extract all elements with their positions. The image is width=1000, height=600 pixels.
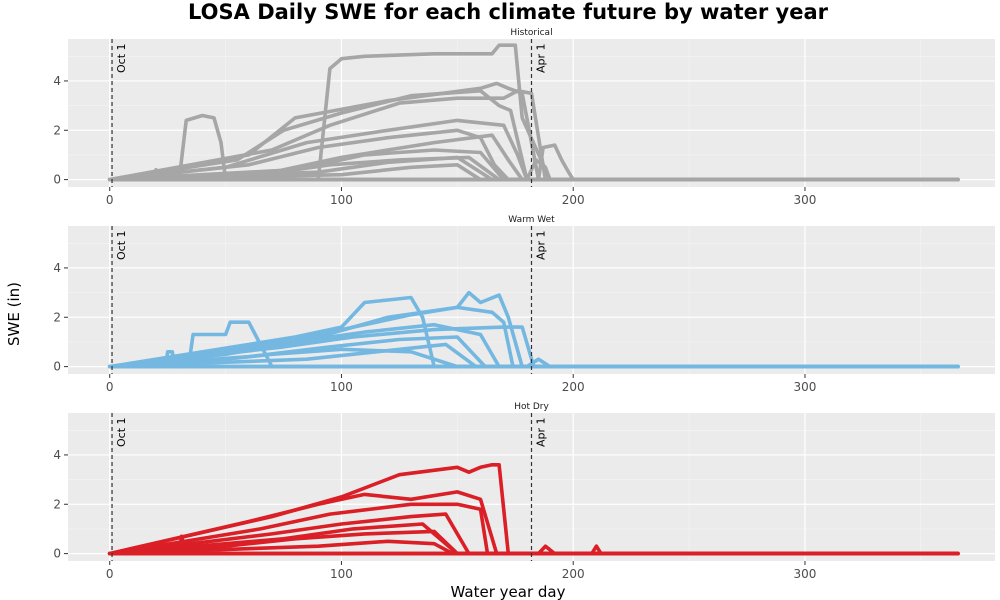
y-axis-title: SWE (in) xyxy=(5,282,23,346)
x-tick-label: 300 xyxy=(794,380,817,394)
series-line xyxy=(107,490,960,556)
y-tick-label: 0 xyxy=(53,173,61,187)
series-line xyxy=(107,322,960,369)
panel-strip-label: Warm Wet xyxy=(508,215,555,225)
series-line xyxy=(107,295,960,369)
reference-line-label: Apr 1 xyxy=(535,230,548,260)
series-line xyxy=(107,43,960,182)
x-tick-label: 200 xyxy=(562,380,585,394)
y-tick-label: 0 xyxy=(53,547,61,561)
y-tick-label: 4 xyxy=(53,448,61,462)
panel-strip-label: Hot Dry xyxy=(514,402,549,412)
reference-line-label: Apr 1 xyxy=(535,43,548,73)
reference-line-label: Oct 1 xyxy=(115,417,128,447)
y-tick-label: 2 xyxy=(53,123,61,137)
series-line xyxy=(107,89,960,182)
x-tick-label: 100 xyxy=(330,193,353,207)
x-tick-label: 300 xyxy=(794,193,817,207)
series-line xyxy=(107,502,960,556)
series-line xyxy=(107,305,960,369)
series-line xyxy=(107,357,960,369)
x-tick-label: 100 xyxy=(330,567,353,581)
panel-warm-wet: Warm Wet Oct 1 Apr 1 0 2 4 0 100 200 300 xyxy=(53,215,995,394)
x-tick-label: 300 xyxy=(794,567,817,581)
x-axis-title: Water year day xyxy=(451,583,566,600)
reference-line-label: Oct 1 xyxy=(115,43,128,73)
x-tick-label: 200 xyxy=(562,567,585,581)
series-line xyxy=(107,89,960,182)
x-tick-label: 0 xyxy=(106,380,114,394)
panel-hot-dry: Hot Dry Oct 1 Apr 1 0 2 4 0 100 200 300 xyxy=(53,402,995,581)
x-tick-label: 200 xyxy=(562,193,585,207)
reference-line-label: Apr 1 xyxy=(535,417,548,447)
chart-title: LOSA Daily SWE for each climate future b… xyxy=(188,0,829,24)
x-tick-label: 0 xyxy=(106,193,114,207)
reference-line-label: Oct 1 xyxy=(115,230,128,260)
series-line xyxy=(107,544,960,556)
y-tick-label: 4 xyxy=(53,261,61,275)
series-line xyxy=(107,167,960,182)
y-tick-label: 2 xyxy=(53,497,61,511)
x-tick-label: 0 xyxy=(106,567,114,581)
series-line xyxy=(107,128,960,182)
y-tick-label: 4 xyxy=(53,74,61,88)
x-tick-label: 100 xyxy=(330,380,353,394)
series-line xyxy=(107,118,960,182)
panel-strip-label: Historical xyxy=(510,28,552,38)
panel-historical: Historical Oct 1 Apr 1 0 2 4 0 100 200 300 xyxy=(53,28,995,207)
y-tick-label: 0 xyxy=(53,360,61,374)
y-tick-label: 2 xyxy=(53,310,61,324)
